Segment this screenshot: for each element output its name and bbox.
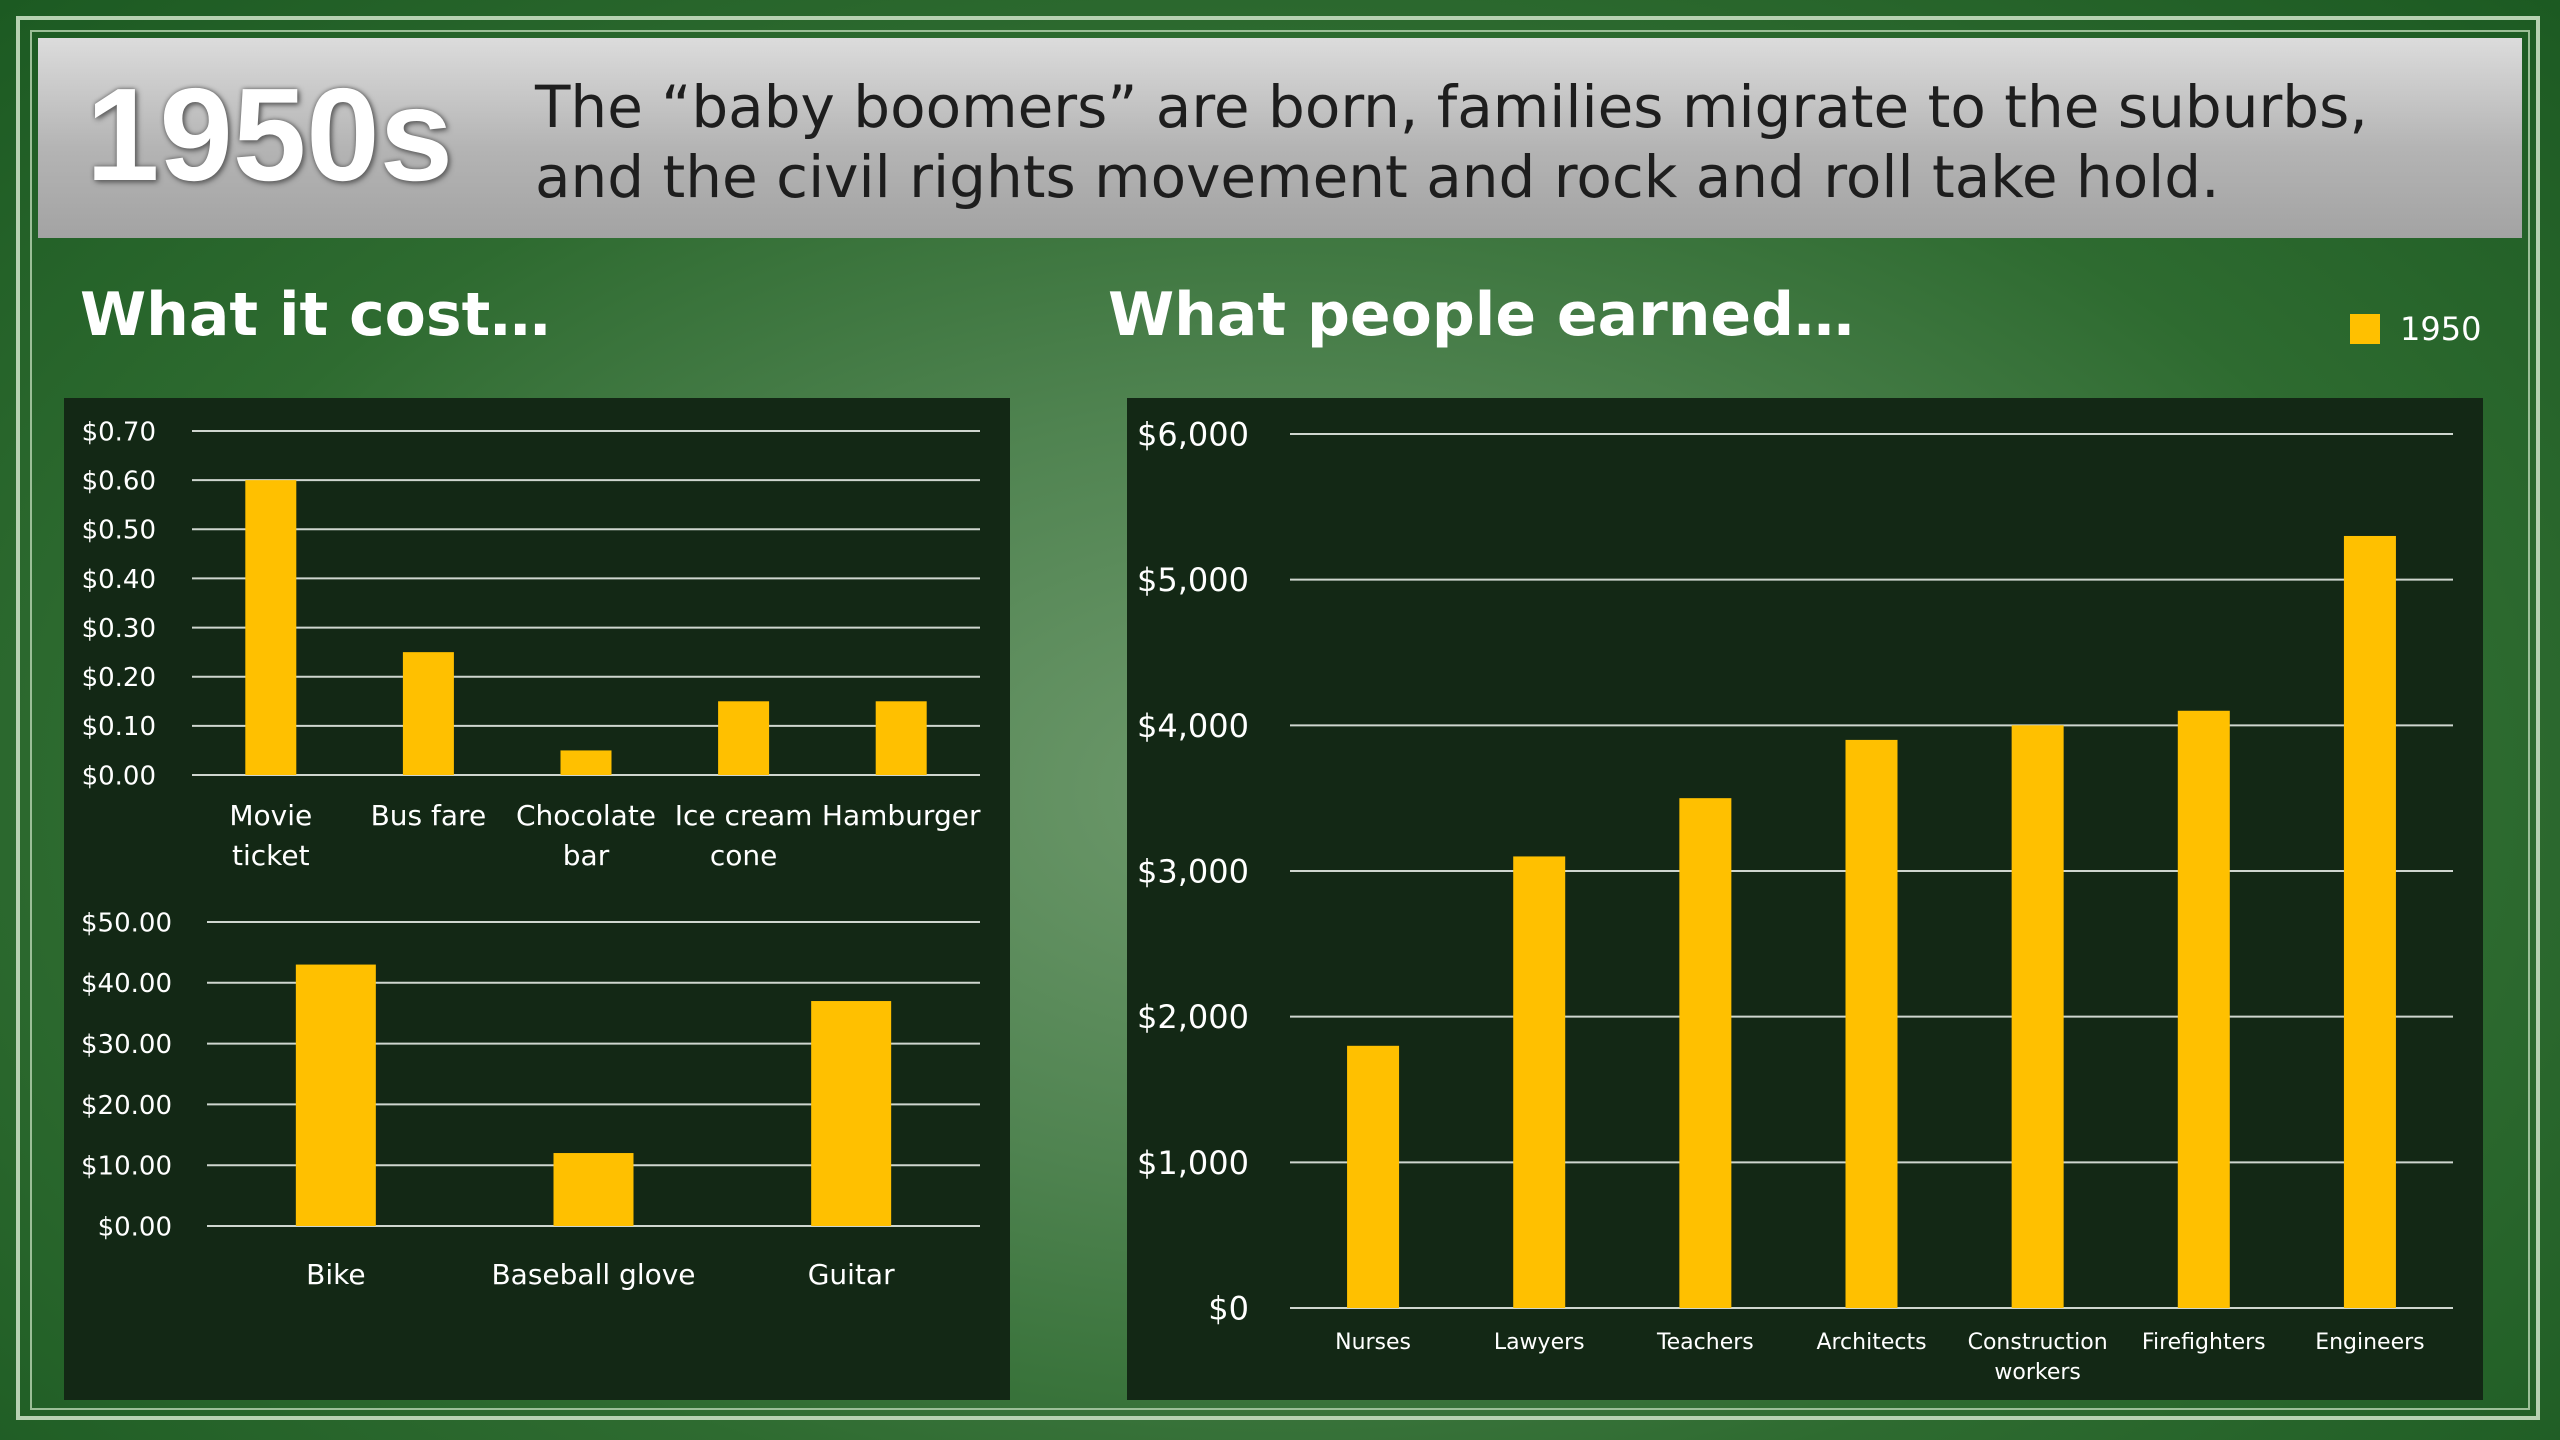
bar-architects — [1845, 739, 1898, 1308]
bar-construction-workers — [2011, 725, 2064, 1308]
large-items-cost-chart: $0.00 $10.00 $20.00 $30.00 $40.00 $50.00 Bike B… — [81, 908, 980, 1291]
x-category-label: Bike — [306, 1258, 365, 1291]
y-tick-label: $0.00 — [98, 1212, 172, 1242]
bar-firefighters — [2177, 710, 2230, 1308]
x-category-label: bar — [563, 839, 610, 872]
inner-frame — [30, 30, 2530, 1410]
y-tick-label: $0.00 — [82, 761, 156, 791]
y-tick-label: $20.00 — [81, 1091, 172, 1121]
legend-swatch — [2350, 314, 2380, 344]
earned-section-title: What people earned… — [1108, 280, 1855, 350]
y-tick-label: $1,000 — [1137, 1144, 1249, 1182]
x-category-label: ticket — [232, 839, 310, 872]
headline-line-1: The “baby boomers” are born, families mi… — [535, 73, 2368, 141]
bar-lawyers — [1513, 856, 1566, 1308]
y-tick-label: $0.20 — [82, 663, 156, 693]
y-tick-label: $2,000 — [1137, 998, 1249, 1036]
y-tick-label: $4,000 — [1137, 707, 1249, 745]
bar-engineers — [2343, 535, 2396, 1308]
small-items-cost-chart: $0.00 $0.10 $0.20 $0.30 $0.40 $0.50 $0.60 $0.70… — [82, 417, 981, 872]
x-category-label: cone — [710, 839, 778, 872]
x-category-label: Construction — [1968, 1330, 2108, 1355]
earnings-panel: $0 $1,000 $2,000 $3,000 $4,000 $5,000 $6,000 Nu… — [1127, 398, 2483, 1400]
bar-bike — [295, 964, 376, 1226]
y-tick-label: $3,000 — [1137, 853, 1249, 891]
headline: The “baby boomers” are born, families mi… — [535, 72, 2515, 212]
decade-title: 1950s — [86, 61, 454, 208]
chart-legend: 1950 — [2350, 310, 2481, 348]
bar-baseball-glove — [553, 1153, 634, 1226]
y-tick-label: $6,000 — [1137, 416, 1249, 454]
bar-nurses — [1347, 1045, 1400, 1308]
bar-bus-fare — [402, 652, 454, 775]
title-banner — [38, 38, 2522, 238]
y-tick-label: $0.70 — [82, 417, 156, 447]
x-category-label: Chocolate — [516, 799, 656, 832]
x-category-label: Teachers — [1656, 1330, 1754, 1355]
headline-line-2: and the civil rights movement and rock a… — [535, 143, 2220, 211]
bar-teachers — [1679, 798, 1732, 1308]
x-category-label: Engineers — [2315, 1330, 2424, 1355]
bar-chocolate-bar — [560, 750, 612, 775]
y-tick-label: $10.00 — [81, 1152, 172, 1182]
y-tick-label: $0.10 — [82, 712, 156, 742]
y-tick-label: $50.00 — [81, 908, 172, 938]
x-category-label: Guitar — [808, 1258, 895, 1291]
y-tick-label: $5,000 — [1137, 561, 1249, 599]
bar-hamburger — [875, 701, 927, 775]
x-category-label: Lawyers — [1494, 1330, 1585, 1355]
x-category-label: Nurses — [1335, 1330, 1411, 1355]
bar-movie-ticket — [245, 480, 297, 775]
bar-ice-cream-cone — [718, 701, 770, 775]
y-tick-label: $30.00 — [81, 1030, 172, 1060]
x-category-label: Firefighters — [2142, 1330, 2266, 1355]
y-tick-label: $0.30 — [82, 614, 156, 644]
x-category-label: Bus fare — [371, 799, 487, 832]
x-category-label: Architects — [1816, 1330, 1926, 1355]
earnings-chart: $0 $1,000 $2,000 $3,000 $4,000 $5,000 $6,000 Nu… — [1137, 416, 2453, 1385]
legend-label: 1950 — [2400, 310, 2482, 348]
y-tick-label: $0.50 — [82, 516, 156, 546]
x-category-label: Baseball glove — [491, 1258, 695, 1291]
y-tick-label: $40.00 — [81, 969, 172, 999]
outer-frame — [16, 16, 2540, 1420]
cost-section-title: What it cost… — [80, 280, 551, 350]
x-category-label: workers — [1994, 1360, 2081, 1385]
bar-guitar — [811, 1001, 892, 1226]
x-category-label: Hamburger — [822, 799, 981, 832]
y-tick-label: $0 — [1208, 1290, 1249, 1328]
x-category-label: Movie — [229, 799, 312, 832]
x-category-label: Ice cream — [675, 799, 813, 832]
y-tick-label: $0.40 — [82, 565, 156, 595]
cost-charts-panel: $0.00 $0.10 $0.20 $0.30 $0.40 $0.50 $0.60 $0.70… — [64, 398, 1010, 1400]
y-tick-label: $0.60 — [82, 467, 156, 497]
